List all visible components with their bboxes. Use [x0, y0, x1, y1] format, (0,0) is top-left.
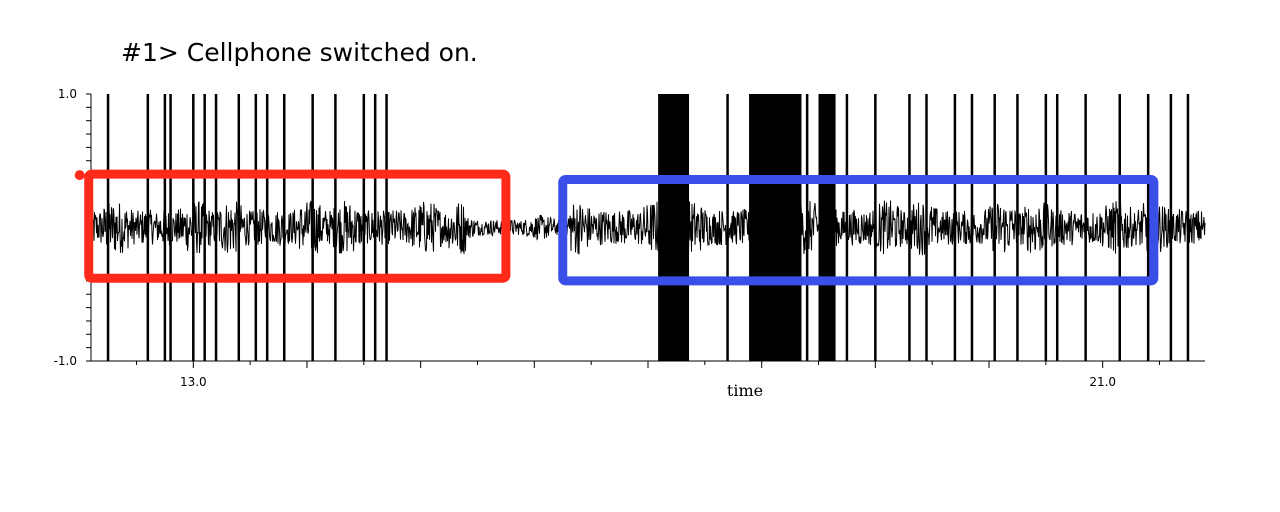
chart-title: #1> Cellphone switched on. — [121, 38, 478, 67]
x-axis-title: time — [727, 381, 763, 400]
signal-layer — [90, 94, 1206, 361]
waveform-line — [90, 199, 1206, 256]
y-tick-label: -1.0 — [54, 354, 77, 368]
dense-block — [818, 94, 836, 361]
axis-layer: 1.0 -1.0 13.0 21.0 time — [54, 87, 1205, 400]
x-tick-label: 13.0 — [180, 375, 207, 389]
red-marker-dot — [74, 170, 85, 181]
y-tick-label: 1.0 — [58, 87, 77, 101]
annotation-layer — [74, 169, 1159, 286]
blue-highlight-box — [558, 174, 1159, 286]
x-tick-label: 21.0 — [1089, 375, 1116, 389]
dense-block — [659, 94, 688, 361]
red-highlight-box — [84, 169, 511, 283]
dense-block — [750, 94, 802, 361]
